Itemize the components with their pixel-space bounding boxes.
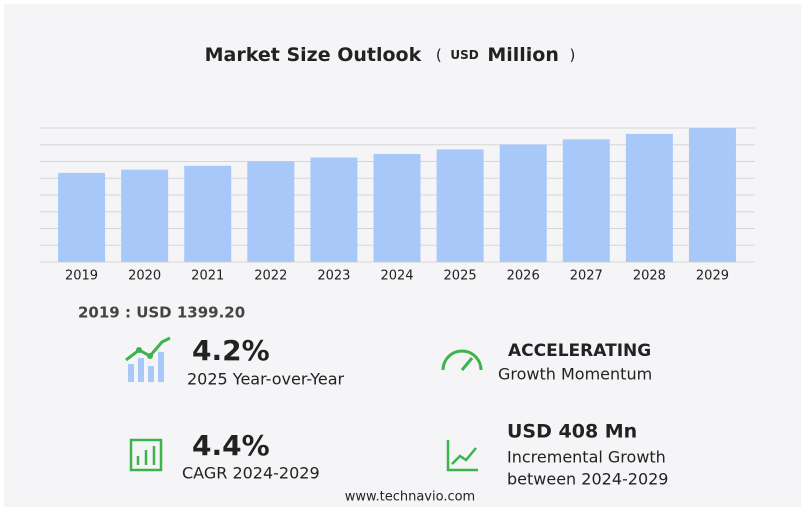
stat-label: Incremental Growth [507,448,666,467]
x-tick-label: 2027 [570,269,603,284]
icon-cagr [129,438,163,472]
x-tick-label: 2020 [128,269,161,284]
bar [436,149,484,262]
bar [373,153,421,262]
x-tick-label: 2019 [65,269,98,284]
x-tick-label: 2028 [633,269,666,284]
bar [310,157,358,262]
bar [688,128,736,262]
unit-close: ) [570,46,576,64]
bars [58,128,736,262]
bar [121,169,169,262]
bar [625,133,673,262]
x-tick-label: 2029 [696,269,729,284]
x-tick-label: 2023 [317,269,350,284]
x-tick-label: 2024 [380,269,413,284]
highlight: 2019 : USD 1399.20 [78,304,245,322]
unit-open: ( [436,46,442,64]
icon-gauge [441,349,483,371]
unit-prefix: USD [450,48,478,62]
unit: Million [487,44,559,66]
x-tick-label: 2022 [254,269,287,284]
chart-title: Market Size Outlook [205,44,422,66]
footer: www.technavio.com [345,490,475,505]
bar [562,139,610,262]
icon-incremental [446,440,478,472]
stat-label: 2025 Year-over-Year [187,370,345,389]
stat-label: CAGR 2024-2029 [182,464,320,483]
bar [184,165,232,262]
x-tick-label: 2025 [444,269,477,284]
stat-value: 4.4% [192,429,270,462]
bar [499,144,547,262]
x-tick-label: 2021 [191,269,224,284]
bar [58,172,106,262]
stat-label: Growth Momentum [498,365,652,384]
bar [247,161,295,262]
stat-value: ACCELERATING [508,341,651,361]
stat-value: 4.2% [192,334,270,367]
stat-label: between 2024-2029 [507,470,668,489]
x-tick-label: 2026 [507,269,540,284]
stat-value: USD 408 Mn [507,421,637,443]
chart-title-group: Market Size Outlook ( USD Million ) [205,44,576,66]
icon-growth [125,336,171,382]
